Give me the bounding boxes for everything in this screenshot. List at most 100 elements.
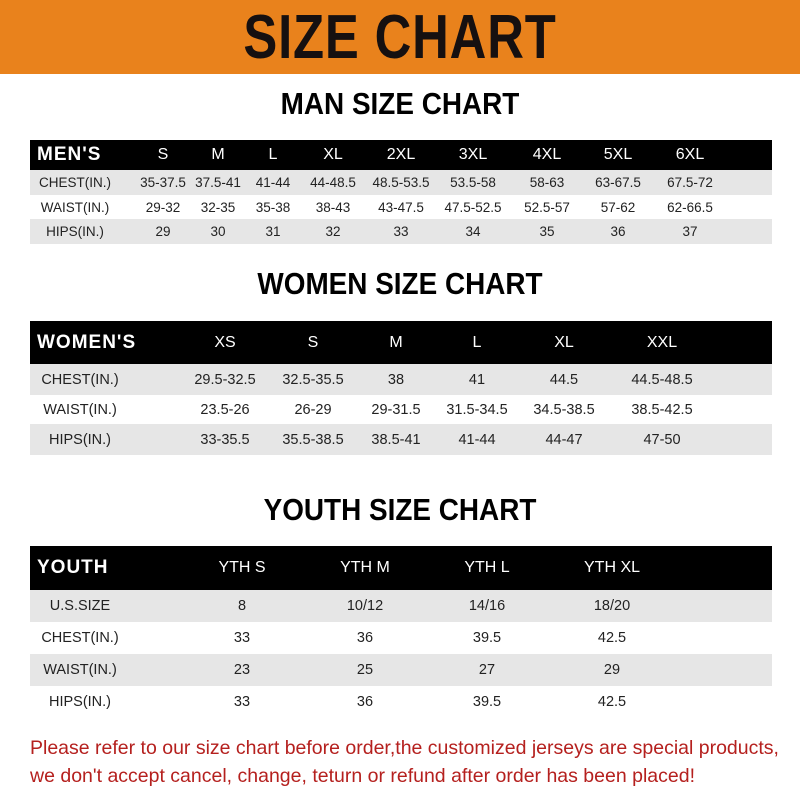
size-header: L bbox=[472, 333, 482, 351]
size-header: 4XL bbox=[532, 146, 562, 163]
table-row: CHEST(IN.) 33 36 39.5 42.5 bbox=[30, 622, 772, 654]
table-cell: 43-47.5 bbox=[378, 199, 424, 215]
table-cell: 32.5-35.5 bbox=[282, 371, 344, 388]
size-header: YTH M bbox=[340, 559, 390, 576]
measure-label: WAIST(IN.) bbox=[43, 401, 117, 418]
table-cell: 41 bbox=[468, 371, 486, 388]
table-cell: 8 bbox=[237, 598, 247, 614]
table-row: WAIST(IN.) 23 25 27 29 bbox=[30, 654, 772, 686]
table-cell: 32 bbox=[325, 224, 341, 239]
table-cell: 37 bbox=[682, 224, 698, 239]
table-cell: 31.5-34.5 bbox=[446, 401, 508, 418]
table-cell: 48.5-53.5 bbox=[372, 175, 430, 190]
table-row: CHEST(IN.) 29.5-32.5 32.5-35.5 38 41 44.5 44.5… bbox=[30, 364, 772, 395]
table-cell: 25 bbox=[356, 662, 374, 678]
table-label: MEN'S bbox=[37, 144, 102, 165]
size-header: 6XL bbox=[675, 146, 705, 163]
size-header: XL bbox=[554, 333, 574, 351]
table-cell: 23 bbox=[233, 662, 251, 678]
notice-line-1: Please refer to our size chart before or… bbox=[30, 737, 779, 759]
measure-label: HIPS(IN.) bbox=[48, 694, 112, 710]
table-cell: 67.5-72 bbox=[667, 175, 713, 190]
table-cell: 29-32 bbox=[145, 199, 181, 215]
page-title: SIZE CHART bbox=[243, 2, 557, 72]
table-cell: 44-47 bbox=[545, 431, 583, 448]
size-header: YTH S bbox=[218, 559, 266, 576]
table-cell: 37.5-41 bbox=[195, 175, 241, 190]
table-row: HIPS(IN.) 33 36 39.5 42.5 bbox=[30, 686, 772, 718]
size-header: YTH L bbox=[464, 559, 510, 576]
size-header: XL bbox=[323, 146, 343, 163]
table-cell: 33 bbox=[233, 630, 251, 646]
table-row: HIPS(IN.) 33-35.5 35.5-38.5 38.5-41 41-44 44-… bbox=[30, 424, 772, 455]
measure-label: HIPS(IN.) bbox=[48, 431, 112, 448]
measure-label: WAIST(IN.) bbox=[43, 662, 117, 678]
youth-heading: YOUTH SIZE CHART bbox=[263, 492, 537, 527]
size-header: M bbox=[389, 333, 403, 351]
size-header: XXL bbox=[646, 333, 678, 351]
size-header: 2XL bbox=[386, 146, 416, 163]
table-cell: 41-44 bbox=[255, 175, 291, 190]
measure-label: HIPS(IN.) bbox=[46, 224, 104, 239]
table-cell: 41-44 bbox=[458, 431, 496, 448]
size-header: S bbox=[307, 333, 319, 351]
size-header: YTH XL bbox=[583, 559, 641, 576]
women-size-table: WOMEN'S XS S M L XL XXL CHEST(IN.) 29.5-32.5 32.5… bbox=[30, 321, 772, 455]
table-cell: 29-31.5 bbox=[371, 401, 421, 418]
size-header: S bbox=[157, 146, 169, 163]
table-cell: 33-35.5 bbox=[200, 431, 250, 448]
table-cell: 30 bbox=[210, 224, 226, 239]
table-label: YOUTH bbox=[37, 557, 109, 578]
notice-line-2: we don't accept cancel, change, teturn o… bbox=[30, 765, 695, 787]
table-header-row: YOUTH YTH S YTH M YTH L YTH XL bbox=[30, 546, 772, 590]
size-header: L bbox=[268, 146, 278, 163]
table-cell: 38.5-42.5 bbox=[631, 401, 693, 418]
table-cell: 35 bbox=[539, 224, 555, 239]
table-cell: 29 bbox=[603, 662, 621, 678]
table-cell: 33 bbox=[393, 224, 409, 239]
size-header: M bbox=[211, 146, 225, 163]
table-cell: 27 bbox=[478, 662, 496, 678]
table-cell: 44-48.5 bbox=[310, 175, 356, 190]
table-cell: 52.5-57 bbox=[524, 199, 570, 215]
table-cell: 29.5-32.5 bbox=[194, 371, 256, 388]
table-cell: 36 bbox=[356, 694, 374, 710]
size-header: 5XL bbox=[603, 146, 633, 163]
table-cell: 63-67.5 bbox=[595, 175, 641, 190]
table-cell: 31 bbox=[265, 224, 281, 239]
table-row: WAIST(IN.) 23.5-26 26-29 29-31.5 31.5-34.5 34… bbox=[30, 395, 772, 424]
table-label: WOMEN'S bbox=[37, 331, 137, 353]
table-header-row: MEN'S S M L XL 2XL 3XL 4XL 5XL 6XL bbox=[30, 140, 772, 170]
table-cell: 44.5 bbox=[549, 371, 579, 388]
table-cell: 39.5 bbox=[472, 630, 502, 646]
table-cell: 32-35 bbox=[200, 199, 236, 215]
measure-label: CHEST(IN.) bbox=[41, 371, 119, 388]
table-cell: 42.5 bbox=[597, 630, 627, 646]
table-cell: 29 bbox=[155, 224, 171, 239]
table-cell: 53.5-58 bbox=[450, 175, 496, 190]
table-cell: 42.5 bbox=[597, 694, 627, 710]
table-cell: 62-66.5 bbox=[667, 199, 713, 215]
table-cell: 44.5-48.5 bbox=[631, 371, 693, 388]
title-banner: SIZE CHART bbox=[0, 0, 800, 74]
table-cell: 47-50 bbox=[643, 431, 681, 448]
table-cell: 39.5 bbox=[472, 694, 502, 710]
table-cell: 58-63 bbox=[529, 175, 565, 190]
measure-label: U.S.SIZE bbox=[49, 598, 111, 614]
men-heading: MAN SIZE CHART bbox=[280, 86, 520, 121]
table-row: U.S.SIZE 8 10/12 14/16 18/20 bbox=[30, 590, 772, 622]
men-size-table: MEN'S S M L XL 2XL 3XL 4XL 5XL 6XL CHEST(IN.) 35-37… bbox=[30, 140, 772, 244]
measure-label: CHEST(IN.) bbox=[41, 630, 119, 646]
table-cell: 38 bbox=[387, 371, 405, 388]
table-cell: 38.5-41 bbox=[371, 431, 421, 448]
table-cell: 47.5-52.5 bbox=[444, 199, 502, 215]
size-header: XS bbox=[214, 333, 236, 351]
table-cell: 36 bbox=[610, 224, 626, 239]
table-row: WAIST(IN.) 29-32 32-35 35-38 38-43 43-47.5 47.… bbox=[30, 195, 772, 219]
table-cell: 35.5-38.5 bbox=[282, 431, 344, 448]
table-row: HIPS(IN.) 29 30 31 32 33 34 35 36 37 bbox=[30, 219, 772, 244]
table-cell: 34 bbox=[465, 224, 481, 239]
table-cell: 34.5-38.5 bbox=[533, 401, 595, 418]
table-cell: 36 bbox=[356, 630, 374, 646]
women-heading: WOMEN SIZE CHART bbox=[257, 266, 543, 301]
